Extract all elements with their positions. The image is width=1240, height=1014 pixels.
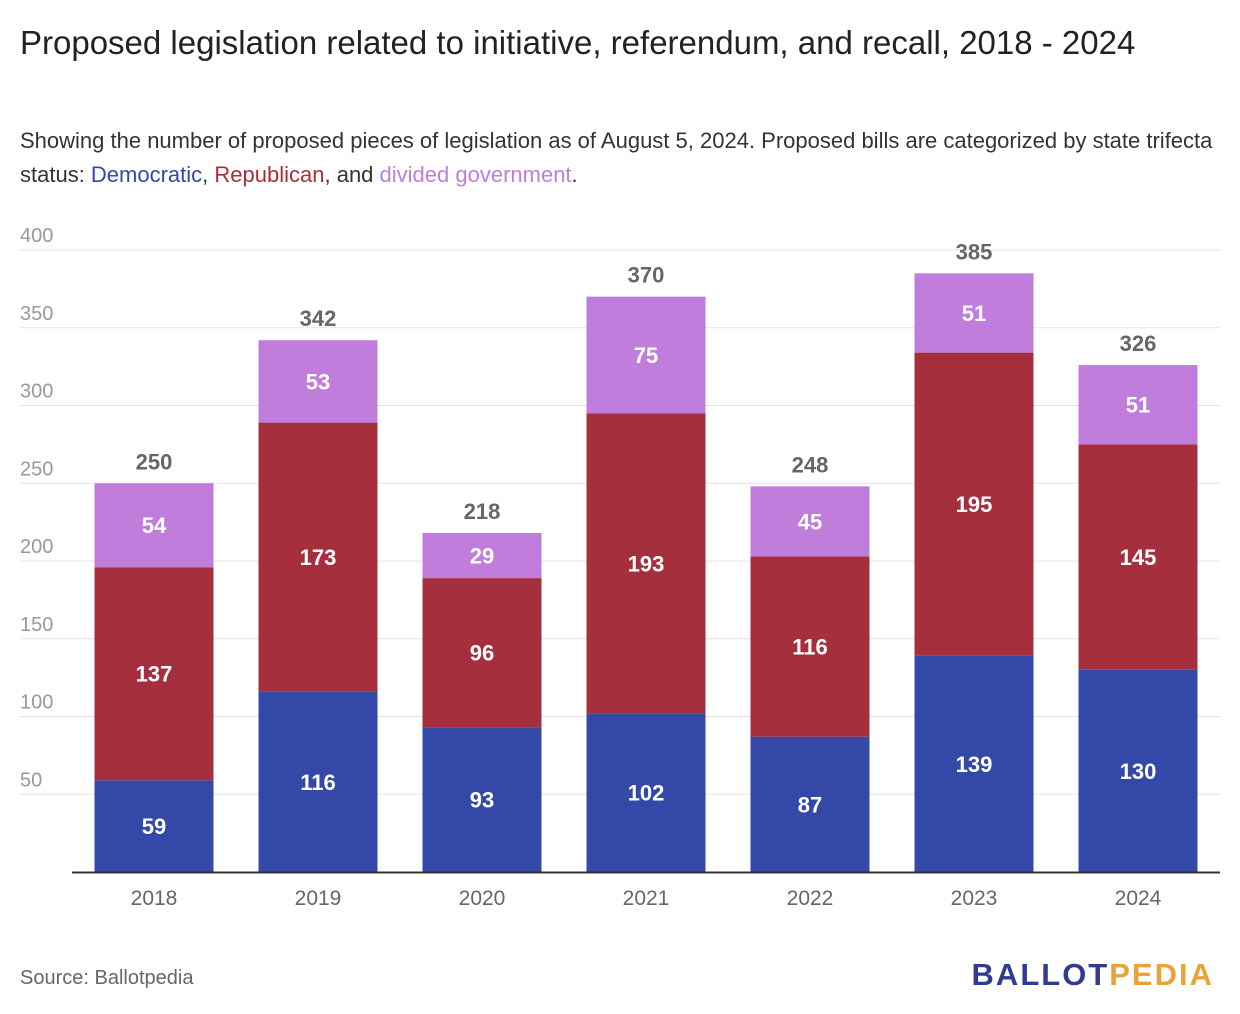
subtitle-suffix: . xyxy=(571,162,578,187)
bar-segment xyxy=(94,780,214,872)
bar-segment xyxy=(1078,669,1198,872)
data-label: 173 xyxy=(300,545,337,570)
y-tick-label: 250 xyxy=(20,458,53,480)
source-note: Source: Ballotpedia xyxy=(20,967,194,989)
total-label: 218 xyxy=(464,499,501,524)
y-tick-label: 400 xyxy=(20,225,53,247)
bar-segment xyxy=(422,727,542,872)
subtitle-separator-1: , xyxy=(202,162,215,187)
total-label: 370 xyxy=(628,263,665,288)
data-label: 53 xyxy=(306,369,330,394)
subtitle-separator-2: , and xyxy=(324,162,380,187)
chart-subtitle: Showing the number of proposed pieces of… xyxy=(20,124,1220,192)
x-tick-label: 2019 xyxy=(295,887,342,910)
x-tick-label: 2018 xyxy=(131,887,178,910)
data-label: 102 xyxy=(628,781,665,806)
bar-segment xyxy=(586,713,706,872)
x-tick-label: 2022 xyxy=(787,887,834,910)
x-tick-label: 2021 xyxy=(623,887,670,910)
y-tick-label: 100 xyxy=(20,692,53,714)
bar-segment xyxy=(422,533,542,579)
data-label: 195 xyxy=(956,492,993,517)
bar-segment xyxy=(750,486,870,557)
y-tick-label: 350 xyxy=(20,303,53,325)
data-label: 116 xyxy=(300,770,336,795)
data-label: 139 xyxy=(956,752,993,777)
data-label: 75 xyxy=(634,343,658,368)
data-label: 51 xyxy=(962,301,986,326)
data-label: 29 xyxy=(470,544,494,569)
bar-segment xyxy=(1078,365,1198,445)
total-label: 385 xyxy=(956,239,993,264)
logo-part-ballot: BALLOT xyxy=(971,957,1110,992)
data-label: 116 xyxy=(792,635,828,660)
subtitle-text: Showing the number of proposed pieces of… xyxy=(20,128,1213,187)
logo-part-pedia: PEDIA xyxy=(1109,957,1214,992)
data-label: 87 xyxy=(798,792,822,817)
x-tick-label: 2023 xyxy=(951,887,998,910)
data-label: 45 xyxy=(798,509,822,534)
y-tick-label: 50 xyxy=(20,769,42,791)
total-label: 248 xyxy=(792,452,829,477)
bar-segment xyxy=(258,422,378,692)
data-label: 54 xyxy=(142,513,167,538)
data-label: 137 xyxy=(136,662,173,687)
data-label: 93 xyxy=(470,788,494,813)
bar-segment xyxy=(258,691,378,872)
bar-segment xyxy=(1078,444,1198,670)
legend-divided: divided government xyxy=(379,162,572,187)
data-label: 130 xyxy=(1120,759,1157,784)
data-label: 51 xyxy=(1126,393,1150,418)
bar-segment xyxy=(750,556,870,737)
bar-segment xyxy=(914,352,1034,656)
bar-segment xyxy=(586,413,706,714)
chart-title: Proposed legislation related to initiati… xyxy=(20,24,1136,61)
legend-democratic: Democratic xyxy=(90,162,203,187)
y-tick-label: 200 xyxy=(20,536,53,558)
data-label: 96 xyxy=(470,641,494,666)
ballotpedia-logo: BALLOTPEDIA xyxy=(972,957,1214,993)
x-tick-label: 2024 xyxy=(1115,887,1162,910)
total-label: 342 xyxy=(300,306,337,331)
x-tick-label: 2020 xyxy=(459,887,506,910)
bar-segment xyxy=(94,567,214,781)
bar-segment xyxy=(586,296,706,414)
total-label: 326 xyxy=(1120,331,1157,356)
total-label: 250 xyxy=(136,449,173,474)
stacked-bar-chart: 50 100 150 200 250 300 350 400 59 137 54 250 2018 116… xyxy=(20,225,1220,910)
y-tick-label: 150 xyxy=(20,614,53,636)
data-label: 193 xyxy=(628,551,665,576)
bar-segment xyxy=(914,273,1034,353)
data-label: 145 xyxy=(1120,545,1157,570)
bar-segment xyxy=(914,655,1034,872)
bar-segment xyxy=(94,483,214,568)
y-tick-label: 300 xyxy=(20,381,53,403)
bar-segment xyxy=(750,736,870,872)
bar-segment xyxy=(258,340,378,423)
data-label: 59 xyxy=(142,814,166,839)
legend-republican: Republican xyxy=(214,162,325,187)
bar-segment xyxy=(422,578,542,728)
